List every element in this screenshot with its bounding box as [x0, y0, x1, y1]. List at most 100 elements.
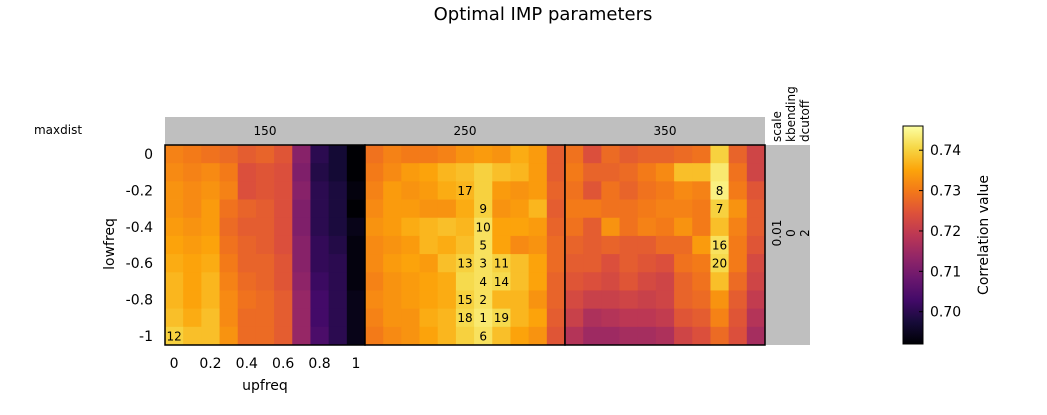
heatmap-cell [419, 199, 439, 219]
heatmap-cell [310, 235, 330, 255]
heatmap-cell [437, 308, 457, 328]
heatmap-cell [219, 181, 239, 200]
heatmap-cell [419, 290, 439, 310]
heatmap-cell [710, 290, 730, 310]
heatmap-cell [437, 199, 457, 219]
heatmap-cell [528, 181, 548, 200]
cell-annotation: 2 [479, 293, 487, 307]
heatmap-cell [219, 163, 239, 182]
heatmap-cell [583, 163, 602, 182]
heatmap-cell [583, 308, 602, 328]
heatmap-cell [274, 290, 293, 310]
heatmap-cell [383, 235, 402, 255]
heatmap-cell [255, 235, 275, 255]
heatmap-cell [583, 254, 602, 273]
heatmap-cell [674, 326, 693, 346]
heatmap-cell [474, 199, 493, 219]
heatmap-cell [237, 272, 257, 291]
heatmap-cell [528, 326, 548, 346]
heatmap-cell [728, 181, 748, 200]
chart-title: Optimal IMP parameters [434, 4, 653, 25]
heatmap-cell [401, 217, 420, 237]
heatmap-cell [219, 254, 239, 273]
heatmap-cell [474, 290, 493, 310]
heatmap-cell [510, 326, 530, 346]
heatmap-cell [165, 254, 184, 273]
heatmap-cell [528, 217, 548, 237]
heatmap-cell [728, 145, 748, 164]
heatmap-cell [237, 235, 257, 255]
heatmap-cell [728, 163, 748, 182]
cell-annotation: 16 [712, 239, 727, 253]
heatmap-cell [365, 145, 384, 164]
heatmap-cell [492, 163, 511, 182]
heatmap-cell [455, 181, 475, 200]
right-strip-value: 0 [784, 229, 798, 237]
cell-annotation: 8 [716, 184, 724, 198]
heatmap-cell [328, 145, 348, 164]
heatmap-cell [637, 235, 657, 255]
heatmap-cell [583, 326, 602, 346]
heatmap-cell [346, 308, 366, 328]
x-axis: 0 0.2 0.4 0.6 0.8 1 [170, 356, 361, 372]
heatmap-cell [328, 235, 348, 255]
heatmap-cell [419, 254, 439, 273]
heatmap-cell [692, 145, 711, 164]
heatmap-cell [310, 199, 330, 219]
heatmap-cell [655, 217, 675, 237]
heatmap-cell [455, 308, 475, 328]
heatmap-cell [237, 199, 257, 219]
heatmap-cell [692, 163, 711, 182]
cell-annotation: 10 [476, 220, 491, 234]
heatmap-cell [455, 290, 475, 310]
heatmap-cell [728, 199, 748, 219]
heatmap-cell [601, 235, 620, 255]
heatmap-cell [201, 217, 220, 237]
heatmap-cell [310, 290, 330, 310]
heatmap-cell [455, 326, 475, 346]
heatmap-cell [583, 145, 602, 164]
heatmap-cell [237, 163, 257, 182]
y-tick-label: -0.6 [126, 256, 153, 272]
x-tick-label: 0 [170, 356, 179, 372]
heatmap-cell [455, 199, 475, 219]
heatmap-cell [346, 326, 366, 346]
x-tick-label: 1 [351, 356, 360, 372]
heatmap-cell [565, 290, 584, 310]
heatmap-cell [183, 272, 202, 291]
heatmap-cell [601, 308, 620, 328]
heatmap-cell [183, 290, 202, 310]
heatmap-cell [728, 217, 748, 237]
heatmap-cell [637, 181, 657, 200]
heatmap-cell [255, 145, 275, 164]
heatmap-cell [292, 217, 311, 237]
heatmap-cell [437, 163, 457, 182]
heatmap-cell [310, 254, 330, 273]
heatmap-cell [292, 272, 311, 291]
heatmap-cell [237, 254, 257, 273]
heatmap-cell [419, 163, 439, 182]
heatmap-cell [437, 290, 457, 310]
heatmap-cell [365, 217, 384, 237]
heatmap-cell [219, 290, 239, 310]
heatmap-cell [292, 254, 311, 273]
heatmap-panel-250 [364, 144, 566, 346]
heatmap-cell [346, 290, 366, 310]
heatmap-cell [183, 199, 202, 219]
heatmap-cell [692, 217, 711, 237]
heatmap-cell [346, 181, 366, 200]
heatmap-cell [383, 199, 402, 219]
heatmap-cell [565, 235, 584, 255]
heatmap-cell [619, 163, 639, 182]
heatmap-cell [710, 254, 730, 273]
heatmap-cell [219, 272, 239, 291]
colorbar-label: Correlation value [976, 175, 992, 295]
heatmap-cell [674, 163, 693, 182]
heatmap-panel-350 [564, 144, 766, 346]
heatmap-cell [510, 290, 530, 310]
heatmap-cell [474, 145, 493, 164]
heatmap-cell [492, 308, 511, 328]
heatmap-cell [455, 254, 475, 273]
heatmap-cell [746, 145, 766, 164]
heatmap-cell [655, 145, 675, 164]
